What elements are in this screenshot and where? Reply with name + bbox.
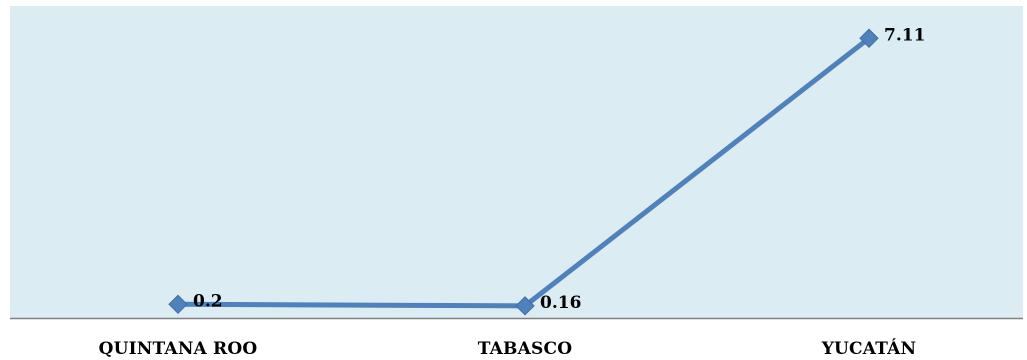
data-point-marker bbox=[859, 28, 879, 48]
data-label: 7.11 bbox=[884, 25, 925, 45]
series-layer bbox=[168, 28, 879, 316]
plot-area-background bbox=[10, 6, 1023, 318]
data-point-marker bbox=[168, 294, 188, 315]
data-label-layer: 0.2 0.16 7.11 bbox=[193, 25, 925, 313]
category-label-layer: QUINTANA ROO TABASCO YUCATÁN bbox=[99, 338, 917, 359]
data-label: 0.16 bbox=[540, 293, 581, 313]
data-point-marker bbox=[515, 296, 535, 316]
x-tick-label: QUINTANA ROO bbox=[99, 339, 258, 359]
data-label: 0.2 bbox=[193, 291, 223, 311]
x-tick-label: TABASCO bbox=[478, 339, 573, 359]
x-tick-label: YUCATÁN bbox=[821, 338, 917, 359]
